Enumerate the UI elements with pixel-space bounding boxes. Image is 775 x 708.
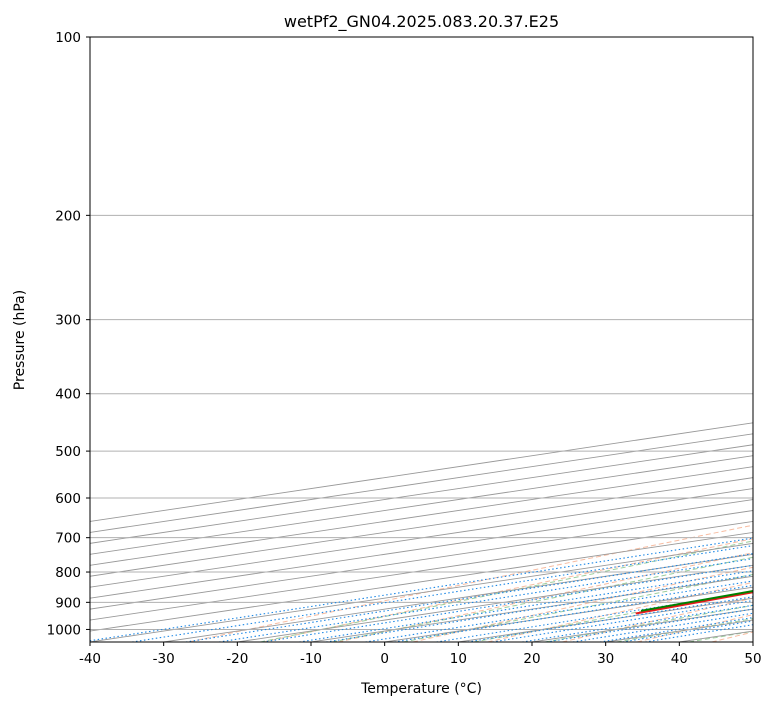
x-tick-label: -10 [300,651,322,667]
x-tick-label: 50 [744,651,761,667]
mixing-ratio-lines [90,537,753,642]
y-tick-label: 100 [55,30,81,46]
dry-adiabat-line [562,597,753,642]
x-axis-label: Temperature (°C) [360,681,482,697]
y-tick-label: 700 [55,531,81,547]
y-tick-label: 400 [55,387,81,403]
x-tick-label: -40 [79,651,101,667]
dry-adiabat-line [263,538,753,642]
isotherm-line [90,455,753,555]
isotherm-line [90,520,753,621]
moist-adiabat-line [260,540,753,642]
isotherm-line [90,477,753,577]
x-tick-label: 30 [597,651,614,667]
x-tick-label: 0 [380,651,389,667]
mixing-ratio-line [325,574,753,642]
mixing-ratio-line [365,580,753,642]
isotherm-line [90,499,753,599]
dry-adiabat-line [412,566,753,642]
y-tick-label: 800 [55,565,81,581]
x-tick-label: -20 [226,651,248,667]
isotherm-line [90,531,753,632]
pressure-gridlines [90,37,753,630]
plot-frame [89,36,754,643]
y-axis-label: Pressure (hPa) [12,290,28,390]
dry-adiabat-line [487,581,753,642]
isotherm-line [90,444,753,544]
plot-area: 0.10.20.40.611.52346810131620253036-100-… [90,37,753,642]
dry-adiabats [188,524,753,642]
x-tick-label: 40 [671,651,688,667]
y-tick-label: 1000 [47,622,81,638]
mixing-ratio-line [394,584,753,642]
y-tick-label: 900 [55,595,81,611]
x-tick-label: 10 [450,651,467,667]
y-tick-label: 600 [55,491,81,507]
y-tick-label: 500 [55,444,81,460]
isotherms [90,422,753,642]
mixing-ratio-line [299,570,753,642]
isotherm-line [90,488,753,588]
y-tick-label: 300 [55,313,81,329]
isotherm-line [90,466,753,566]
isotherm-line [90,510,753,610]
chart-title: wetPf2_GN04.2025.083.20.37.E25 [284,12,559,32]
x-tick-label: 20 [523,651,540,667]
x-tick-label: -30 [153,651,175,667]
y-tick-label: 200 [55,208,81,224]
